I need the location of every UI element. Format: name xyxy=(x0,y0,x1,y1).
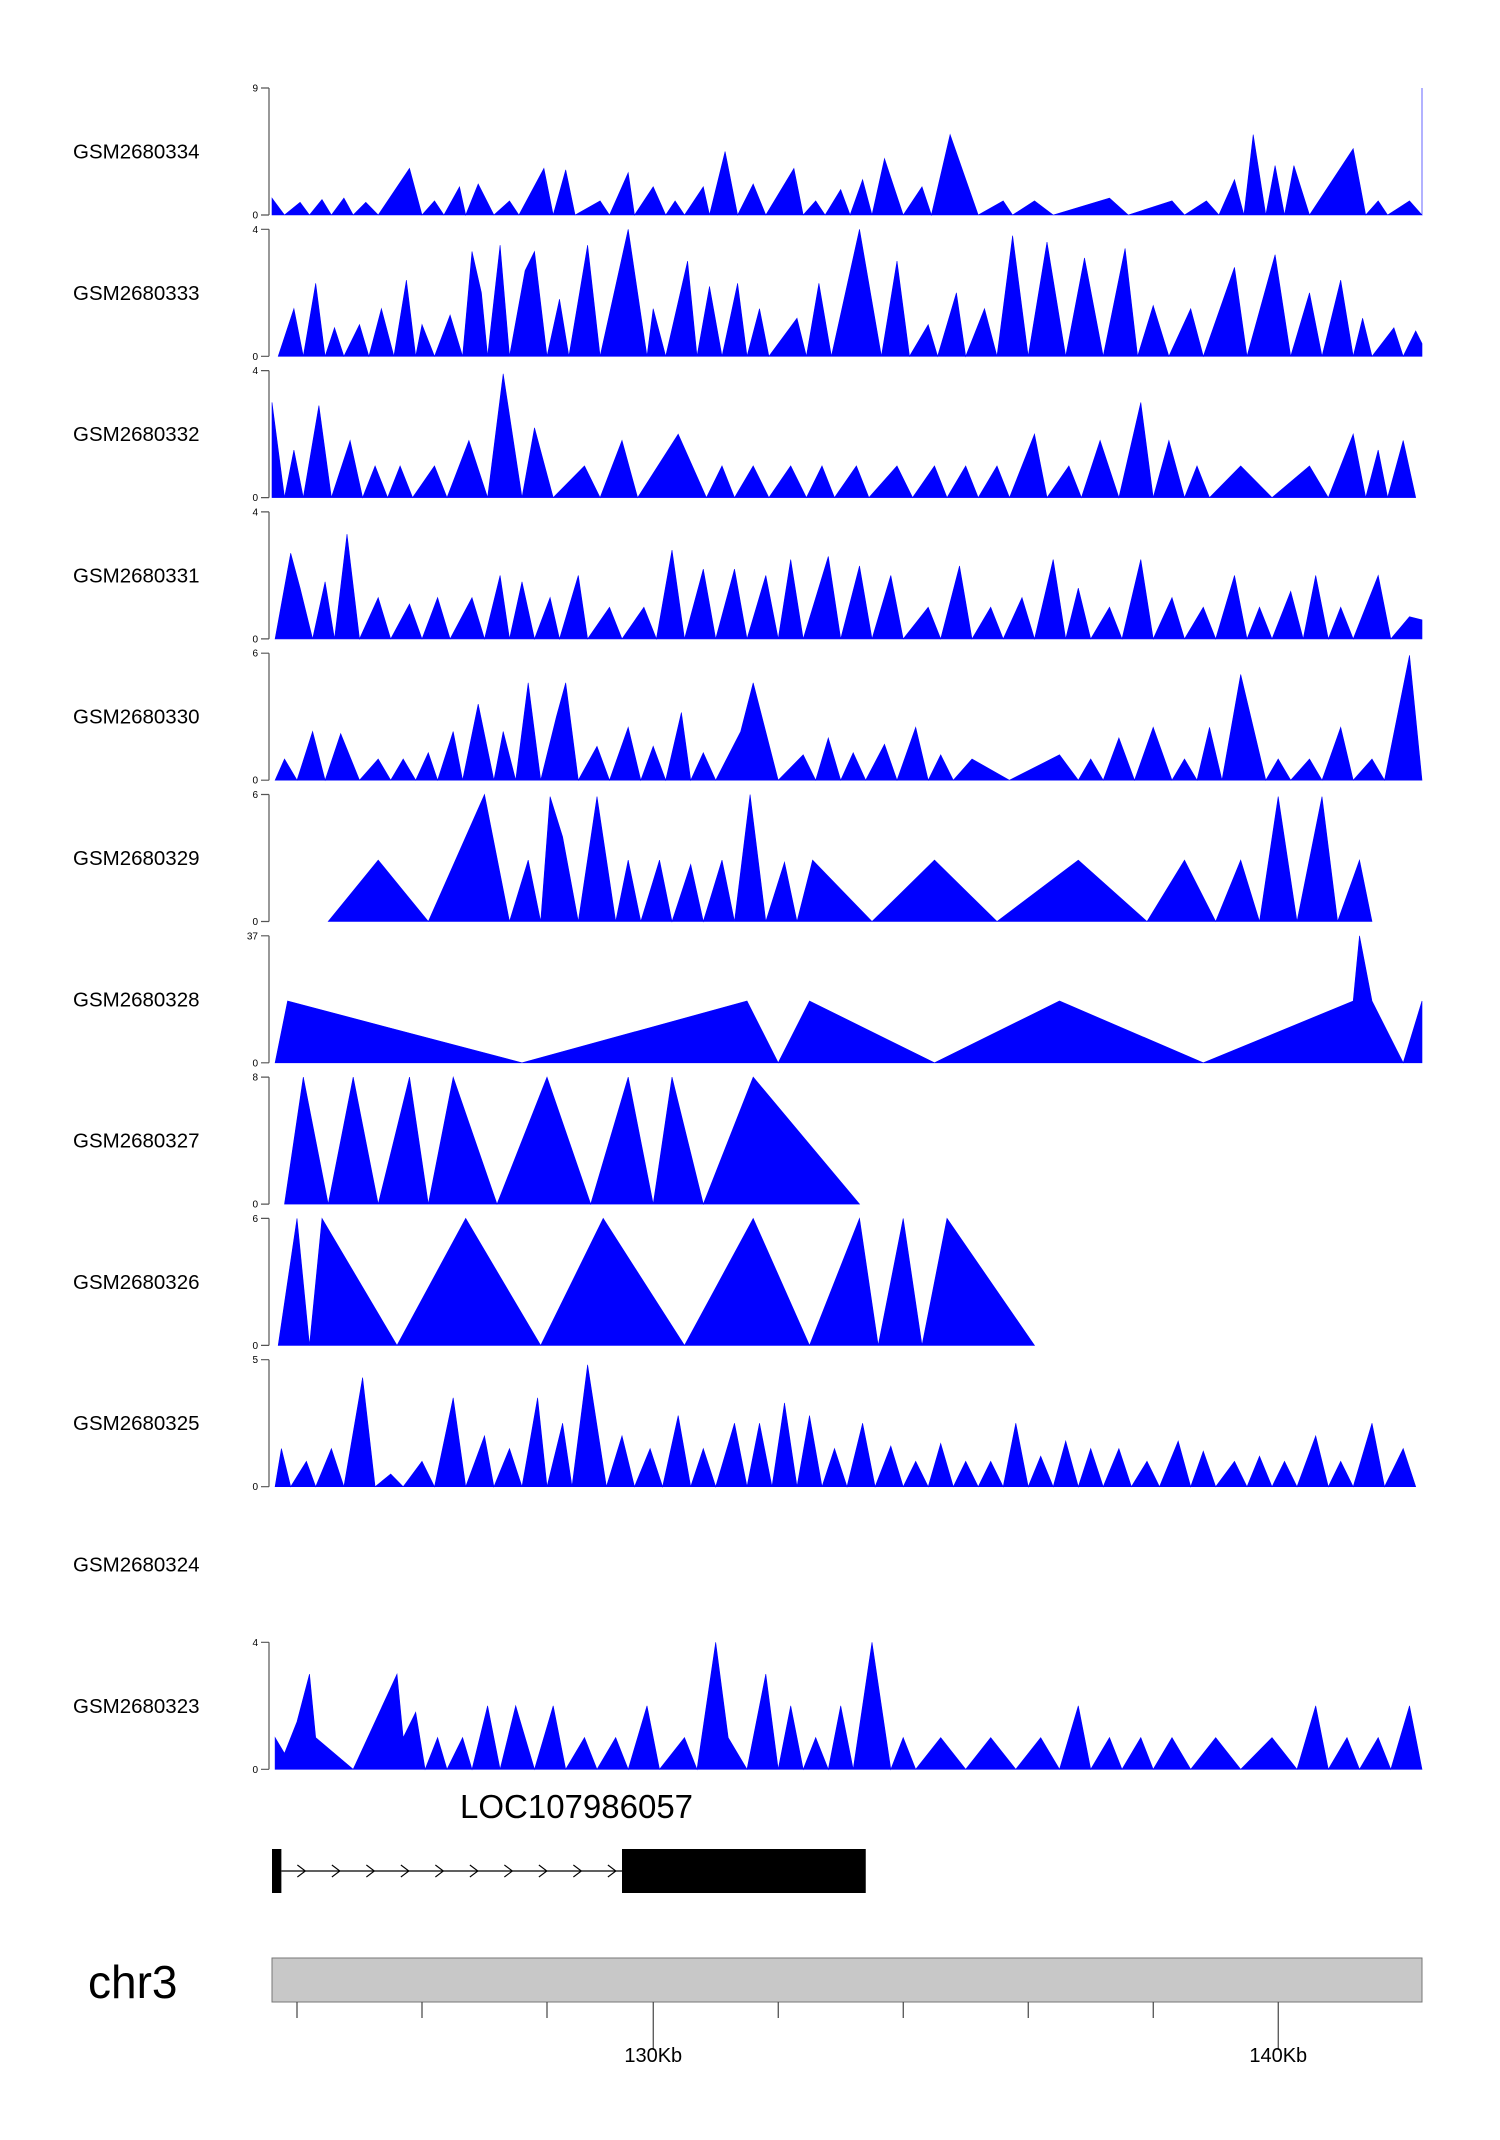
y-zero-label: 0 xyxy=(252,634,258,645)
track-label: GSM2680324 xyxy=(73,1554,200,1577)
major-tick-label: 140Kb xyxy=(1249,2045,1307,2067)
strand-arrow xyxy=(504,1864,514,1878)
track-GSM2680333: GSM2680333 4 0 xyxy=(73,225,1423,363)
y-zero-label: 0 xyxy=(252,1765,258,1776)
coverage-area xyxy=(277,1217,1036,1347)
major-tick-label: 130Kb xyxy=(624,2045,682,2067)
y-zero-label: 0 xyxy=(252,917,258,928)
y-zero-label: 0 xyxy=(252,493,258,504)
track-GSM2680332: GSM2680332 4 0 xyxy=(73,366,1417,504)
y-zero-label: 0 xyxy=(252,211,258,222)
strand-arrow xyxy=(538,1864,548,1878)
y-max-label: 4 xyxy=(252,225,258,236)
gene-model-track: LOC107986057 xyxy=(272,1788,866,1893)
y-max-label: 4 xyxy=(252,1638,258,1649)
coverage-area xyxy=(271,373,1417,499)
y-axis xyxy=(261,228,270,357)
y-max-label: 4 xyxy=(252,507,258,518)
track-label: GSM2680327 xyxy=(73,1130,200,1153)
coverage-area xyxy=(274,1364,1417,1488)
track-label: GSM2680328 xyxy=(73,988,200,1011)
coverage-area xyxy=(327,793,1373,923)
coverage-area xyxy=(271,88,1423,217)
y-axis xyxy=(261,370,270,499)
track-GSM2680326: GSM2680326 6 0 xyxy=(73,1214,1036,1352)
track-GSM2680327: GSM2680327 8 0 xyxy=(73,1073,861,1211)
track-label: GSM2680325 xyxy=(73,1412,200,1435)
y-max-label: 37 xyxy=(247,931,259,942)
strand-arrow xyxy=(331,1864,341,1878)
track-GSM2680325: GSM2680325 5 0 xyxy=(73,1355,1417,1493)
gene-label: LOC107986057 xyxy=(460,1788,693,1825)
coverage-area xyxy=(284,1075,861,1206)
y-zero-label: 0 xyxy=(252,1341,258,1352)
chromosome-label: chr3 xyxy=(88,1956,177,2008)
coverage-area xyxy=(274,1642,1423,1771)
y-zero-label: 0 xyxy=(252,1200,258,1211)
track-GSM2680323: GSM2680323 4 0 xyxy=(73,1638,1423,1776)
y-max-label: 4 xyxy=(252,366,258,377)
chromosome-axis-track: chr3 130Kb 140Kb xyxy=(88,1956,1423,2067)
strand-arrow xyxy=(366,1864,376,1878)
y-axis xyxy=(261,1076,270,1205)
track-GSM2680334: GSM2680334 9 0 xyxy=(73,84,1423,222)
track-GSM2680324: GSM2680324 xyxy=(73,1554,200,1577)
chromosome-ideogram xyxy=(271,1957,1423,2003)
strand-arrow xyxy=(400,1864,410,1878)
track-label: GSM2680329 xyxy=(73,847,200,870)
track-label: GSM2680326 xyxy=(73,1271,200,1294)
track-GSM2680328: GSM2680328 37 0 xyxy=(73,931,1423,1069)
y-axis xyxy=(261,87,270,216)
exon-1 xyxy=(272,1849,282,1893)
strand-arrow xyxy=(435,1864,445,1878)
coverage-tracks: GSM268033490GSM268033340GSM268033240GSM2… xyxy=(73,84,1423,1776)
strand-arrow xyxy=(297,1864,307,1878)
y-axis xyxy=(261,1217,270,1346)
y-max-label: 9 xyxy=(252,84,258,95)
coverage-area xyxy=(277,229,1423,358)
y-zero-label: 0 xyxy=(252,352,258,363)
track-label: GSM2680333 xyxy=(73,282,200,305)
track-label: GSM2680332 xyxy=(73,423,200,446)
strand-arrow xyxy=(469,1864,479,1878)
track-label: GSM2680323 xyxy=(73,1695,200,1718)
y-axis xyxy=(261,1359,270,1488)
track-label: GSM2680331 xyxy=(73,564,200,587)
y-max-label: 6 xyxy=(252,790,258,801)
track-label: GSM2680334 xyxy=(73,141,200,164)
coverage-area xyxy=(274,534,1423,641)
track-GSM2680329: GSM2680329 6 0 xyxy=(73,790,1373,928)
y-max-label: 6 xyxy=(252,649,258,660)
y-axis xyxy=(261,793,270,923)
track-GSM2680331: GSM2680331 4 0 xyxy=(73,507,1423,645)
y-zero-label: 0 xyxy=(252,1482,258,1493)
strand-arrow xyxy=(607,1864,617,1878)
y-max-label: 5 xyxy=(252,1355,258,1366)
track-label: GSM2680330 xyxy=(73,706,200,729)
y-axis xyxy=(261,511,270,640)
track-GSM2680330: GSM2680330 6 0 xyxy=(73,649,1423,787)
y-max-label: 6 xyxy=(252,1214,258,1225)
coverage-area xyxy=(274,655,1423,782)
coverage-area xyxy=(274,935,1423,1064)
y-zero-label: 0 xyxy=(252,1058,258,1069)
strand-arrow xyxy=(573,1864,583,1878)
y-axis xyxy=(261,1641,270,1770)
exon-2 xyxy=(622,1849,866,1893)
y-max-label: 8 xyxy=(252,1073,258,1084)
y-zero-label: 0 xyxy=(252,776,258,787)
y-axis xyxy=(261,652,270,781)
y-axis xyxy=(261,935,270,1064)
